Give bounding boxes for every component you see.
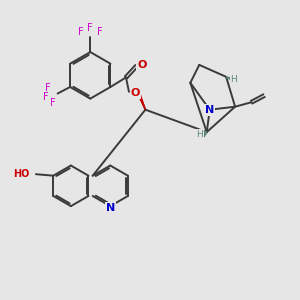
- Text: F: F: [88, 23, 93, 33]
- Text: HO: HO: [13, 169, 29, 178]
- Text: H: H: [230, 75, 237, 84]
- Polygon shape: [226, 77, 233, 81]
- Text: H: H: [196, 130, 203, 139]
- Text: F: F: [50, 98, 56, 108]
- Text: O: O: [131, 88, 140, 98]
- Text: F: F: [78, 27, 83, 37]
- Text: N: N: [205, 105, 214, 115]
- Text: N: N: [106, 202, 115, 213]
- Text: F: F: [45, 83, 51, 93]
- Text: O: O: [137, 60, 146, 70]
- Text: F: F: [44, 92, 49, 101]
- Polygon shape: [137, 92, 146, 110]
- Text: F: F: [97, 27, 103, 37]
